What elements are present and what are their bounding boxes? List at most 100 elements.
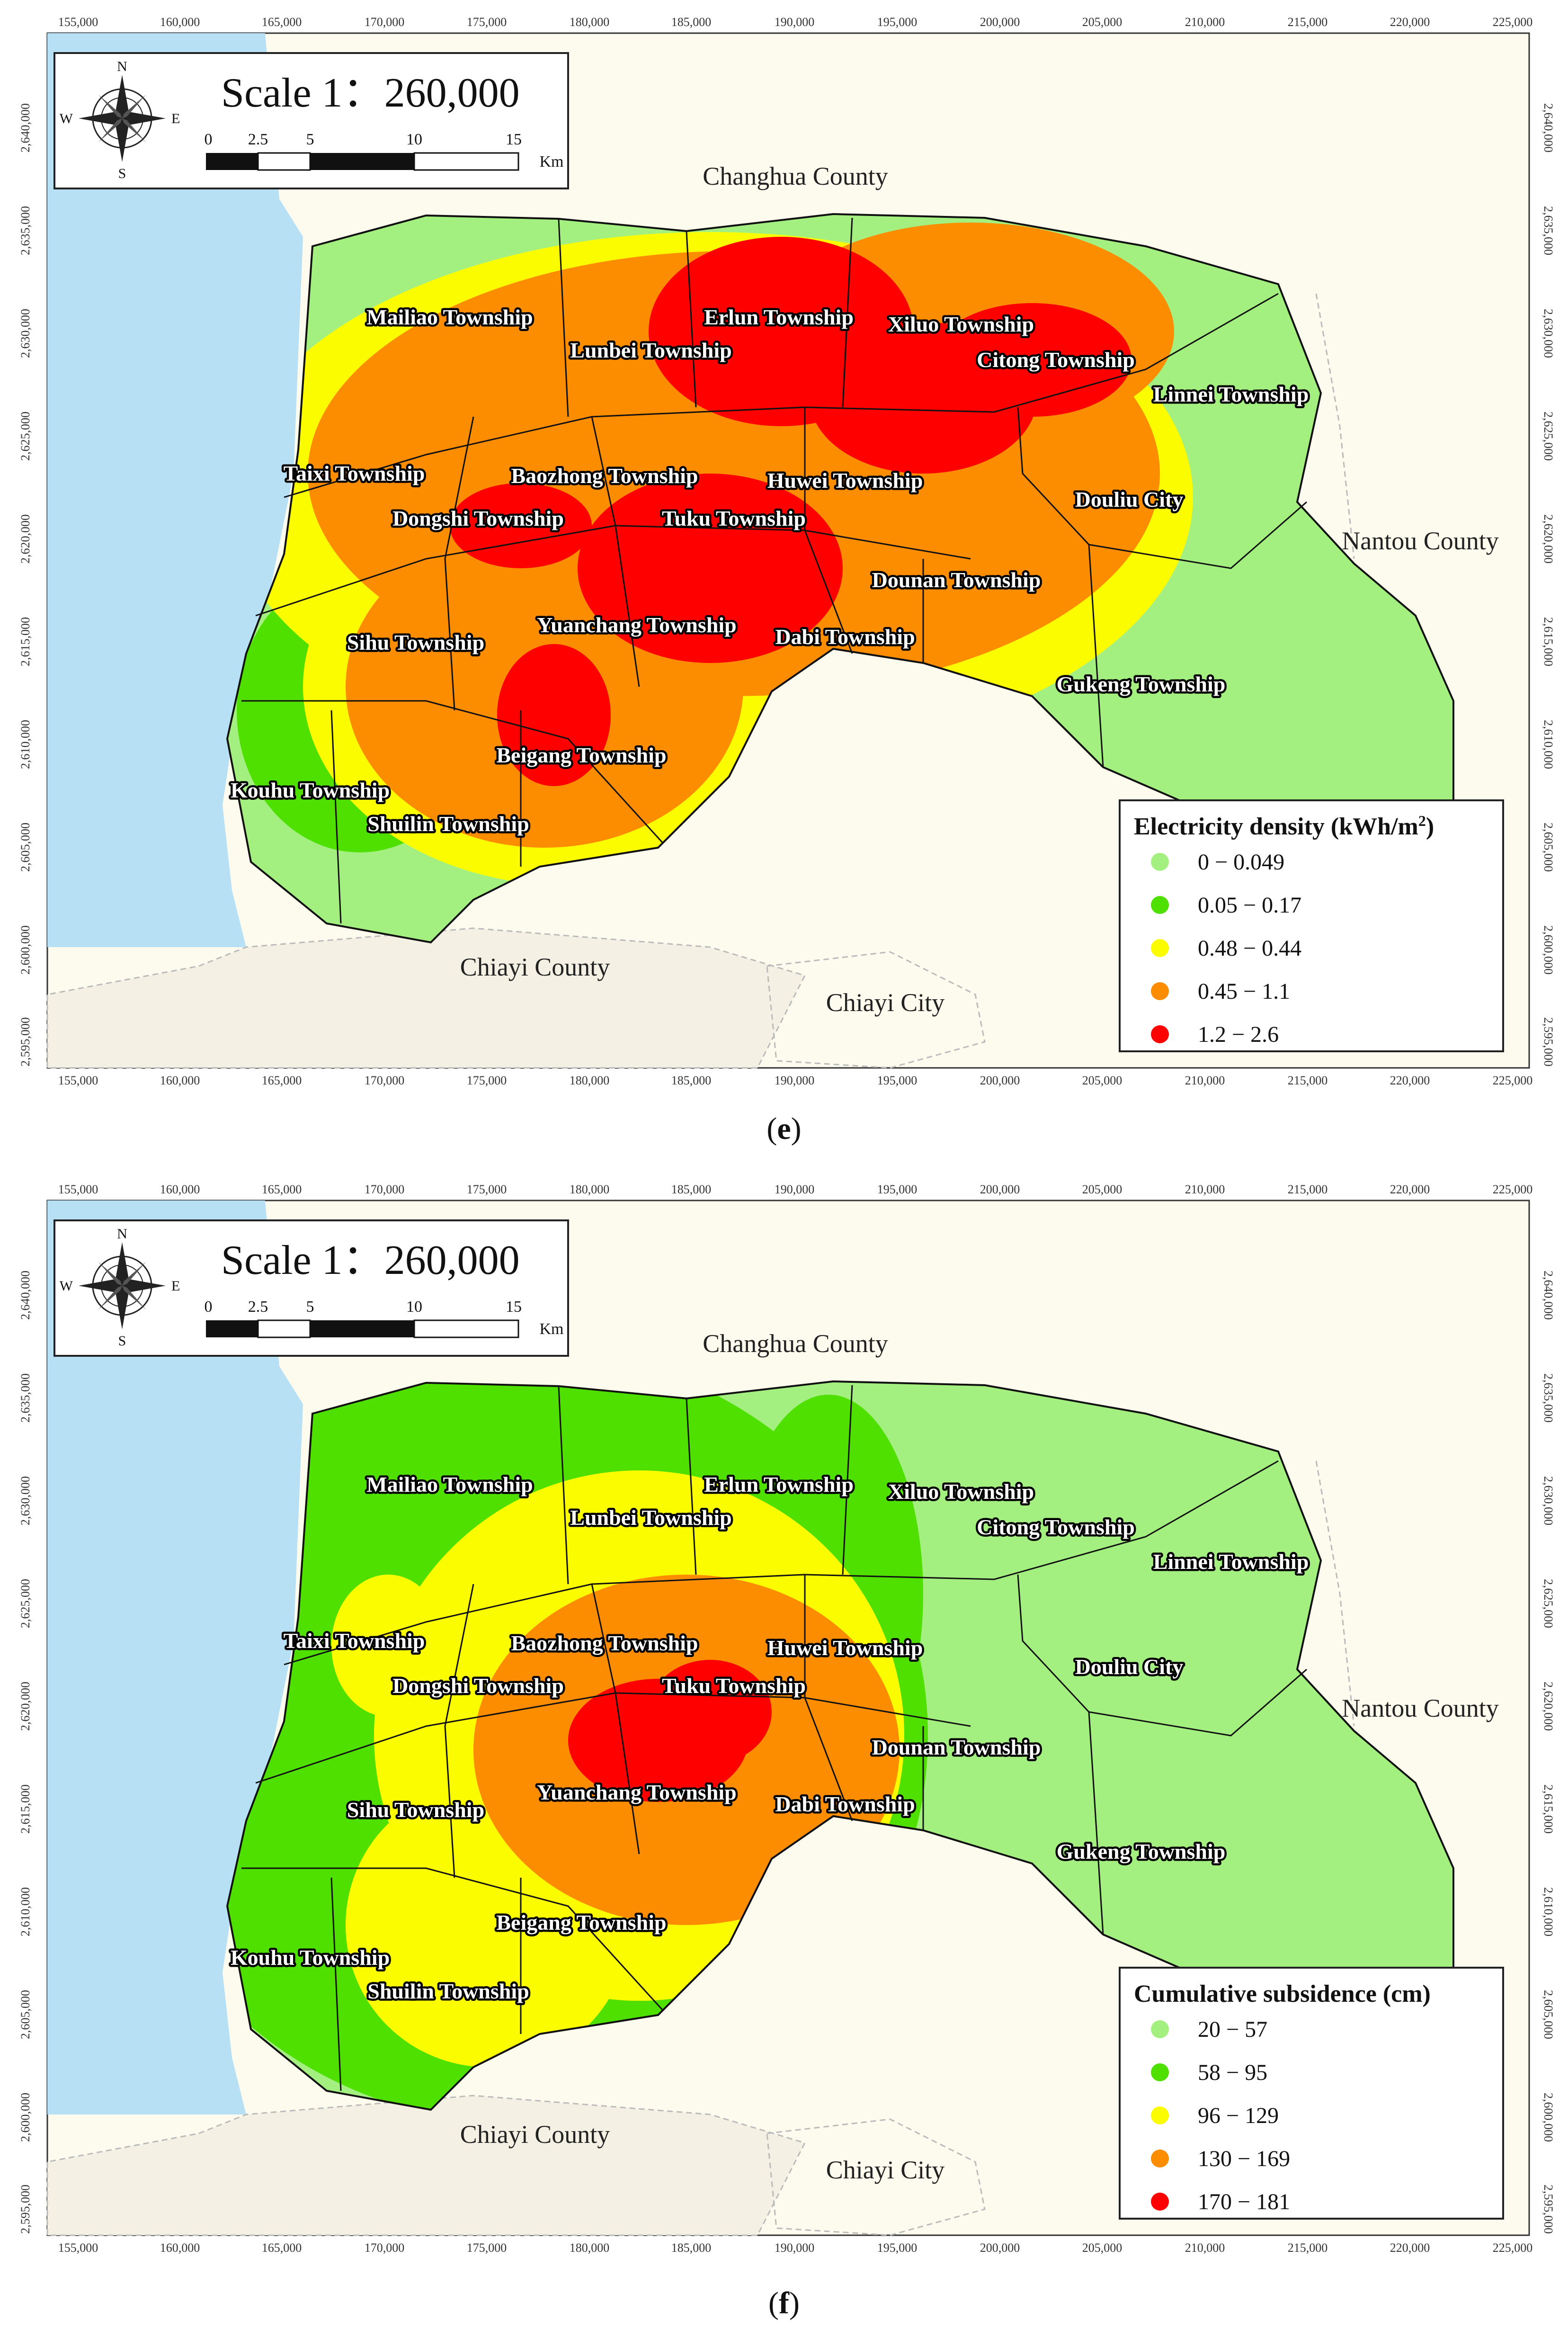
y-tick: 2,615,000 [18,1784,32,1834]
legend-item: 96 − 129 [1151,2103,1279,2128]
legend-label: 0 − 0.049 [1198,850,1284,875]
legend-label: 0.05 − 0.17 [1198,893,1301,918]
y-tick: 2,625,000 [18,412,32,461]
yunlin-outline [226,1380,1454,2111]
y-tick: 2,630,000 [18,1476,32,1525]
chiayi-city-boundary [766,951,986,1069]
panel-caption-e: (e) [766,1111,801,1146]
legend-item: 170 − 181 [1151,2189,1290,2214]
x-tick: 170,000 [365,1182,405,1196]
label-linnei: Linnei Township [1153,382,1309,406]
chiayi-county-area [46,927,806,1069]
legend-swatch [1151,853,1169,871]
township-boundaries [241,1385,1307,2091]
x-tick: 155,000 [58,1074,98,1087]
x-tick: 175,000 [467,1182,507,1196]
x-tick: 180,000 [570,15,610,29]
scale-num-5: 5 [306,131,314,148]
x-ticks-bottom: 155,000 160,000 165,000 170,000 175,000 … [58,1074,1533,1087]
township-labels: Mailiao Township Erlun Township Xiluo To… [228,303,1310,838]
x-ticks-bottom: 155,000 160,000 165,000 170,000 175,000 … [58,2241,1533,2255]
legend-label: 170 − 181 [1198,2189,1290,2214]
legend-swatch [1151,2106,1169,2124]
x-tick: 225,000 [1493,15,1533,29]
y-tick: 2,595,000 [18,2185,32,2234]
x-tick: 160,000 [160,1182,200,1196]
city-label-chiayi: Chiayi City [826,2156,945,2184]
y-tick: 2,625,000 [18,1579,32,1628]
compass-n: N [117,59,127,74]
sea [47,1200,303,2114]
label-kouhu: Kouhu Township [231,778,390,802]
y-tick: 2,620,000 [1541,1682,1555,1731]
x-tick: 195,000 [877,1182,918,1196]
x-tick: 165,000 [262,2241,302,2255]
scale-title: Scale 1：260,000 [221,70,520,116]
county-label-nantou: Nantou County [1342,527,1499,555]
y-tick: 2,620,000 [1541,514,1555,564]
label-xiluo: Xiluo Township [888,1479,1034,1504]
x-tick: 160,000 [160,15,200,29]
x-tick: 170,000 [365,2241,405,2255]
legend-swatch [1151,1025,1169,1043]
x-tick: 225,000 [1493,1182,1533,1196]
label-tuku: Tuku Township [662,506,806,530]
electricity-density-surface [227,214,1453,942]
y-tick: 2,610,000 [1541,1887,1555,1936]
scale-num-10: 10 [406,1298,422,1316]
y-tick: 2,610,000 [18,1887,32,1936]
township-boundaries [241,217,1307,924]
x-tick: 195,000 [877,15,918,29]
label-shuilin: Shuilin Township [367,1979,529,2003]
y-tick: 2,600,000 [18,2093,32,2142]
label-huwei: Huwei Township [767,468,923,493]
nantou-boundary [1315,1460,1355,1727]
x-tick: 220,000 [1390,2241,1430,2255]
scale-num-0: 0 [205,131,213,148]
x-tick: 210,000 [1185,15,1225,29]
y-tick: 2,605,000 [1541,1990,1555,2039]
x-tick: 225,000 [1493,2241,1533,2255]
x-tick: 200,000 [980,1182,1020,1196]
label-yuanchang: Yuanchang Township [537,1780,737,1804]
y-tick: 2,635,000 [18,206,32,255]
label-dongshi: Dongshi Township [392,1674,564,1698]
label-citong: Citong Township [977,348,1135,372]
label-beigang: Beigang Township [496,1910,666,1935]
y-tick: 2,640,000 [1541,103,1555,152]
x-tick: 195,000 [877,1074,918,1087]
scale-box: N S E W Scale 1：260,000 0 2.5 5 10 15 Km [53,52,569,189]
legend-label: 58 − 95 [1198,2060,1267,2085]
y-tick: 2,600,000 [1541,925,1555,975]
legend-item: 0.48 − 0.44 [1151,936,1301,961]
legend-label: 96 − 129 [1198,2103,1279,2128]
label-mailiao: Mailiao Township [366,1472,533,1496]
y-ticks-left: 2,640,000 2,635,000 2,630,000 2,625,000 … [18,1271,32,2234]
legend-label: 20 − 57 [1198,2017,1267,2042]
y-tick: 2,605,000 [18,823,32,872]
scale-unit: Km [540,153,564,170]
scale-num-2.5: 2.5 [248,131,268,148]
compass-w: W [60,111,73,126]
legend-label: 0.48 − 0.44 [1198,936,1301,961]
x-tick: 185,000 [671,1074,712,1087]
y-tick: 2,625,000 [1541,1579,1555,1628]
label-erlun: Erlun Township [704,305,854,329]
x-tick: 205,000 [1082,2241,1123,2255]
county-label-chiayi: Chiayi County [460,2120,610,2149]
map-panel-f: Changhua County Nantou County Chiayi Cou… [18,1182,1555,2320]
legend-item: 20 − 57 [1151,2017,1267,2042]
label-kouhu: Kouhu Township [231,1945,390,1970]
y-ticks-right: 2,640,000 2,635,000 2,630,000 2,625,000 … [1541,103,1555,1066]
x-tick: 165,000 [262,1182,302,1196]
x-tick: 175,000 [467,2241,507,2255]
scale-title: Scale 1：260,000 [221,1237,520,1283]
x-tick: 220,000 [1390,15,1430,29]
y-tick: 2,640,000 [18,1271,32,1320]
y-tick: 2,595,000 [1541,2185,1555,2234]
x-tick: 205,000 [1082,1182,1123,1196]
label-gukeng: Gukeng Township [1057,672,1226,696]
label-lunbei: Lunbei Township [570,338,731,362]
scale-num-2.5: 2.5 [248,1298,268,1316]
x-tick: 180,000 [570,1074,610,1087]
